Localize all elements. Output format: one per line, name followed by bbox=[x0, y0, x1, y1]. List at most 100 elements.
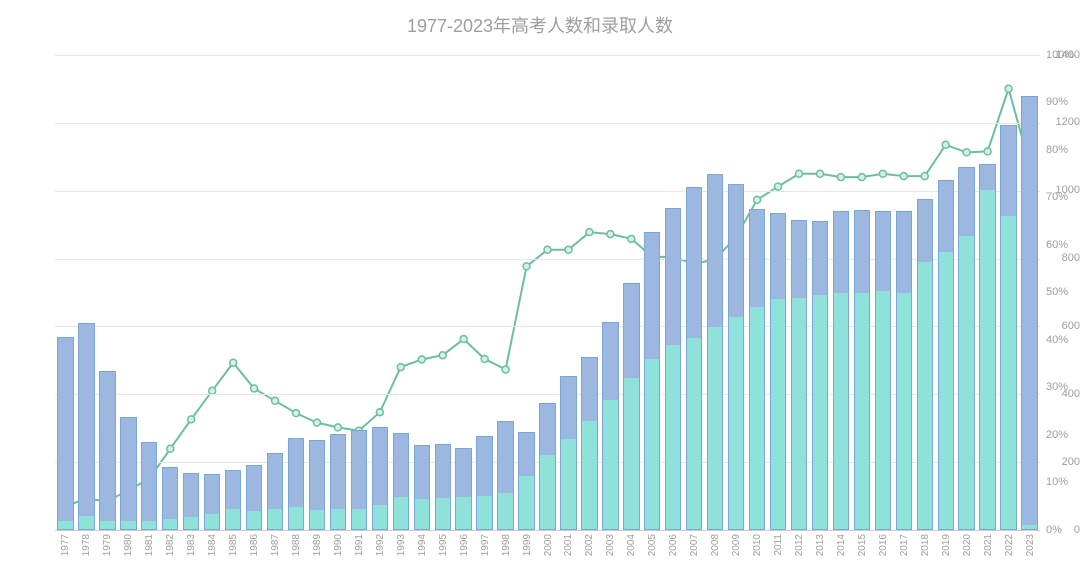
x-tick-label: 1990 bbox=[333, 534, 344, 556]
bar-outline bbox=[686, 187, 702, 530]
bar-outline bbox=[581, 357, 597, 530]
x-tick-label: 1987 bbox=[270, 534, 281, 556]
x-tick-label: 2008 bbox=[710, 534, 721, 556]
bar-outline bbox=[833, 211, 849, 530]
x-tick-label: 1986 bbox=[249, 534, 260, 556]
rate-marker bbox=[397, 364, 404, 371]
x-tick-label: 1997 bbox=[480, 534, 491, 556]
rate-marker bbox=[858, 174, 865, 181]
bar-outline bbox=[78, 323, 94, 530]
bar-outline bbox=[57, 337, 73, 530]
x-tick-label: 1978 bbox=[81, 534, 92, 556]
bar-outline bbox=[938, 180, 954, 530]
x-tick-label: 2020 bbox=[962, 534, 973, 556]
y-right-tick-label: 90% bbox=[1046, 96, 1068, 108]
x-tick-label: 2021 bbox=[983, 534, 994, 556]
y-left-tick-label: 1200 bbox=[1033, 116, 1080, 128]
rate-marker bbox=[460, 336, 467, 343]
x-tick-label: 1981 bbox=[144, 534, 155, 556]
bar-outline bbox=[288, 438, 304, 530]
rate-marker bbox=[523, 263, 530, 270]
gridline bbox=[55, 259, 1040, 260]
y-left-tick-label: 200 bbox=[1033, 456, 1080, 468]
bar-outline bbox=[728, 184, 744, 530]
rate-marker bbox=[313, 419, 320, 426]
gridline bbox=[55, 55, 1040, 56]
x-tick-label: 2000 bbox=[543, 534, 554, 556]
bar-outline bbox=[225, 470, 241, 530]
x-tick-label: 1992 bbox=[375, 534, 386, 556]
x-tick-label: 1991 bbox=[354, 534, 365, 556]
x-tick-label: 1998 bbox=[501, 534, 512, 556]
x-tick-label: 2016 bbox=[878, 534, 889, 556]
bar-outline bbox=[162, 467, 178, 530]
rate-marker bbox=[293, 410, 300, 417]
x-tick-label: 2007 bbox=[689, 534, 700, 556]
rate-marker bbox=[544, 246, 551, 253]
rate-marker bbox=[481, 356, 488, 363]
gridline bbox=[55, 123, 1040, 124]
bar-outline bbox=[707, 174, 723, 530]
bar-outline bbox=[602, 322, 618, 530]
bar-outline bbox=[183, 473, 199, 530]
x-tick-label: 2015 bbox=[857, 534, 868, 556]
x-tick-label: 1979 bbox=[102, 534, 113, 556]
bar-outline bbox=[1000, 125, 1016, 530]
rate-marker bbox=[921, 173, 928, 180]
bar-outline bbox=[644, 232, 660, 530]
x-tick-label: 2018 bbox=[920, 534, 931, 556]
bar-outline bbox=[309, 440, 325, 530]
x-tick-label: 1982 bbox=[165, 534, 176, 556]
bar-outline bbox=[141, 442, 157, 530]
x-tick-label: 1996 bbox=[459, 534, 470, 556]
bar-outline bbox=[267, 453, 283, 530]
y-right-tick-label: 0% bbox=[1046, 524, 1062, 536]
x-tick-label: 2009 bbox=[731, 534, 742, 556]
rate-marker bbox=[879, 170, 886, 177]
x-tick-label: 2005 bbox=[647, 534, 658, 556]
plot-area bbox=[55, 55, 1040, 531]
rate-marker bbox=[837, 174, 844, 181]
x-tick-label: 2011 bbox=[773, 534, 784, 556]
bar-outline bbox=[120, 417, 136, 530]
rate-marker bbox=[900, 173, 907, 180]
x-tick-label: 2001 bbox=[563, 534, 574, 556]
rate-marker bbox=[963, 149, 970, 156]
rate-marker bbox=[816, 170, 823, 177]
y-right-tick-label: 80% bbox=[1046, 144, 1068, 156]
y-right-tick-label: 30% bbox=[1046, 381, 1068, 393]
bar-outline bbox=[875, 211, 891, 530]
x-tick-label: 2003 bbox=[605, 534, 616, 556]
bar-outline bbox=[351, 430, 367, 530]
gridline bbox=[55, 191, 1040, 192]
bar-outline bbox=[917, 199, 933, 530]
bar-outline bbox=[791, 220, 807, 530]
rate-marker bbox=[628, 235, 635, 242]
x-tick-label: 1999 bbox=[522, 534, 533, 556]
bar-outline bbox=[958, 167, 974, 530]
x-tick-label: 2006 bbox=[668, 534, 679, 556]
bar-outline bbox=[455, 448, 471, 530]
rate-marker bbox=[209, 387, 216, 394]
bar-outline bbox=[623, 283, 639, 530]
rate-marker bbox=[607, 231, 614, 238]
x-tick-label: 1983 bbox=[186, 534, 197, 556]
rate-marker bbox=[795, 170, 802, 177]
rate-marker bbox=[334, 424, 341, 431]
y-left-tick-label: 600 bbox=[1033, 320, 1080, 332]
bar-outline bbox=[539, 403, 555, 530]
x-tick-label: 1988 bbox=[291, 534, 302, 556]
y-right-tick-label: 20% bbox=[1046, 429, 1068, 441]
rate-marker bbox=[984, 148, 991, 155]
rate-marker bbox=[251, 385, 258, 392]
x-tick-label: 2014 bbox=[836, 534, 847, 556]
bar-outline bbox=[812, 221, 828, 530]
chart-title: 1977-2023年高考人数和录取人数 bbox=[0, 12, 1080, 38]
bar-outline bbox=[497, 421, 513, 530]
rate-marker bbox=[272, 397, 279, 404]
bar-outline bbox=[476, 436, 492, 530]
y-left-tick-label: 800 bbox=[1033, 252, 1080, 264]
x-tick-label: 2017 bbox=[899, 534, 910, 556]
x-tick-label: 2012 bbox=[794, 534, 805, 556]
rate-marker bbox=[942, 141, 949, 148]
